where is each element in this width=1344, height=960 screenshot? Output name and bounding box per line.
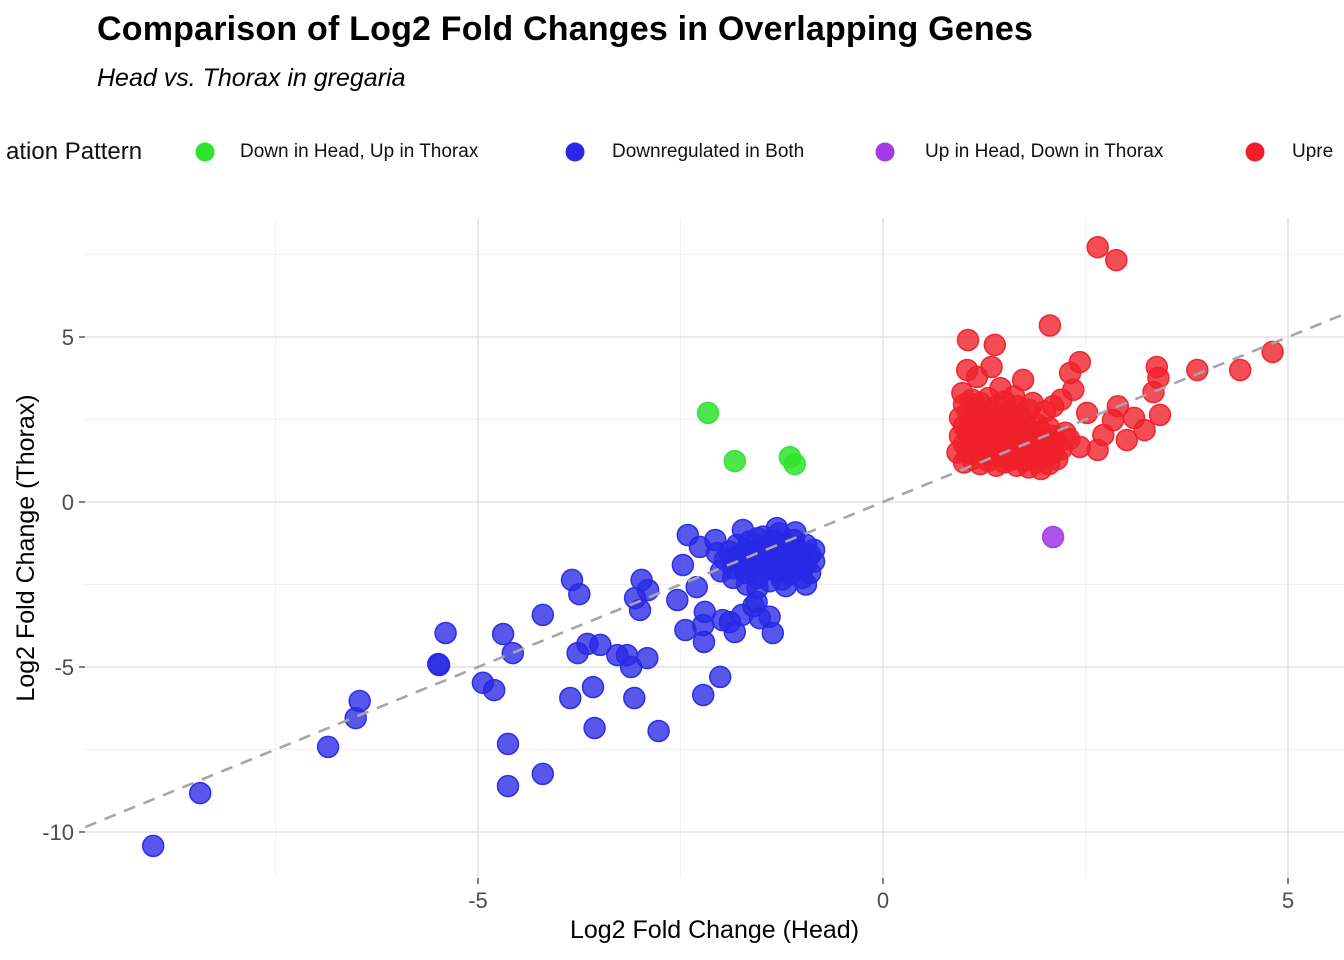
data-point [427,653,451,677]
x-tick-label: -5 [468,888,488,913]
legend-label: Down in Head, Up in Thorax [240,141,479,162]
legend: ation Pattern Down in Head, Up in Thorax D… [0,128,1344,176]
data-point [723,449,747,473]
data-point [1086,235,1109,259]
x-axis-title: Log2 Fold Change (Head) [570,916,859,944]
data-point [589,633,612,657]
data-point [671,553,695,577]
data-point [636,646,659,670]
legend-label: Downregulated in Both [612,141,805,162]
data-point [559,686,582,710]
data-point [1058,428,1081,451]
data-point [965,365,989,389]
data-point [1105,248,1128,272]
data-point [1148,403,1172,427]
legend-dot [875,142,895,162]
data-point [496,774,520,798]
data-point [636,578,660,602]
data-point [496,732,520,756]
data-point [501,641,525,665]
data-point [568,582,591,606]
data-point [761,621,785,645]
data-point [141,834,165,858]
x-tick-label: 5 [1282,888,1294,913]
data-point [983,333,1007,357]
data-point [491,622,515,646]
data-point [1142,380,1165,404]
legend-dot [1245,142,1265,162]
y-tick-label: -5 [54,655,74,680]
y-tick-label: 5 [62,325,74,350]
data-point [531,762,555,786]
data-point [1041,395,1065,418]
x-tick-label: 0 [877,888,889,913]
y-tick-label: 0 [62,490,74,515]
legend-title: ation Pattern [6,138,143,165]
legend-dot [565,142,585,162]
data-point [692,630,716,654]
data-point [316,735,340,759]
y-tick-label: -10 [42,820,74,845]
data-point [783,452,806,476]
data-point [348,689,371,713]
legend-label: Up in Head, Down in Thorax [925,141,1164,162]
data-point [1038,314,1062,337]
data-point [628,598,652,622]
data-point [1075,401,1099,425]
data-point [1186,358,1209,382]
data-point [623,686,646,710]
data-point [746,576,769,600]
data-point [696,401,720,425]
data-point [1041,525,1065,549]
data-point [802,550,826,573]
data-point [434,621,457,645]
data-point [708,665,732,689]
data-point [794,573,818,596]
identity-line [84,313,1344,829]
data-point [647,719,670,743]
y-axis-title: Log2 Fold Change (Thorax) [12,394,40,701]
legend-label: Upre [1292,141,1334,162]
data-point [691,683,715,707]
chart-title: Comparison of Log2 Fold Changes in Overl… [97,10,1034,48]
data-point [531,603,555,627]
data-point [751,525,775,548]
data-point [666,588,689,612]
data-point [956,328,980,352]
data-point [482,678,506,702]
data-point [1261,340,1284,364]
data-point [1122,406,1146,430]
chart-subtitle: Head vs. Thorax in gregaria [97,64,406,92]
data-point [581,675,605,699]
legend-dot [195,142,215,162]
data-point [1228,358,1252,382]
data-point [583,716,606,740]
data-point [188,781,212,805]
data-point [1086,438,1109,462]
data-point [774,574,798,598]
data-point [1115,428,1139,452]
